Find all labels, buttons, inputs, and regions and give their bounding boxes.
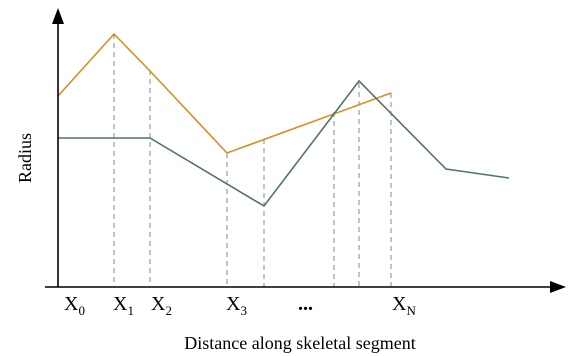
x-axis-title: Distance along skeletal segment — [184, 333, 415, 353]
ellipsis-label: ... — [298, 293, 313, 315]
x-axis-arrow-icon — [550, 281, 566, 293]
guide-lines — [113, 34, 392, 287]
green-radius-line — [58, 79, 510, 208]
tick-label-x1: X1 — [113, 293, 134, 318]
y-axis-arrow-icon — [52, 8, 64, 24]
tick-label-x2: X2 — [151, 293, 172, 318]
tick-label-x3: X3 — [226, 293, 247, 318]
tick-label-xn: XN — [392, 293, 416, 318]
orange-radius-line — [57, 32, 392, 154]
tick-label-x0: X0 — [64, 293, 85, 318]
axes — [45, 8, 566, 293]
y-axis-title: Radius — [15, 133, 35, 183]
